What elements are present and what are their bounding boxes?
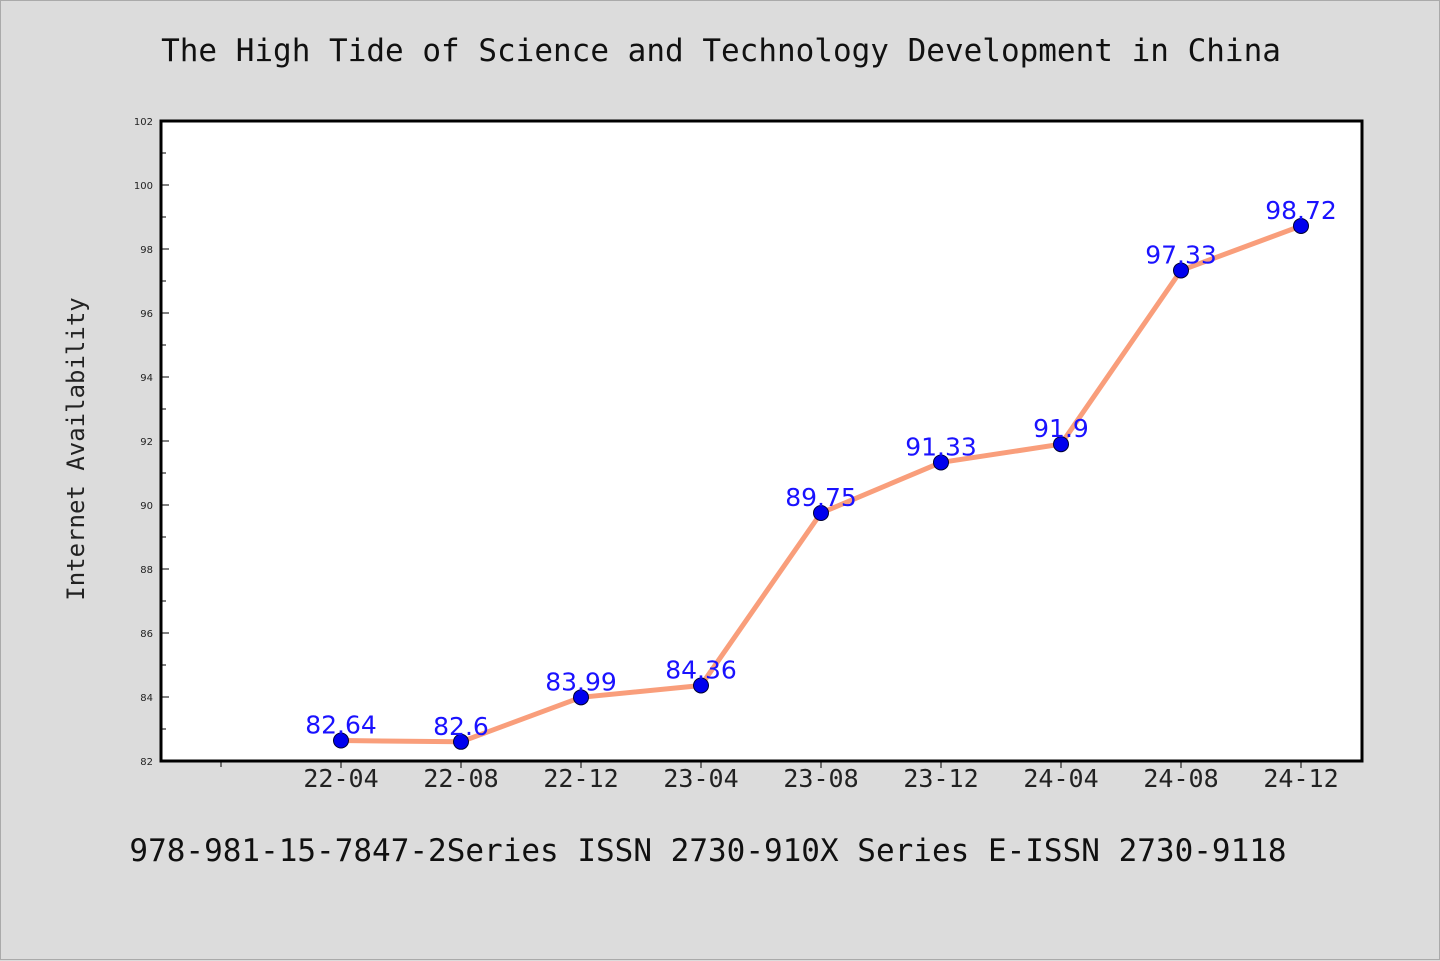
data-point [1053,436,1069,453]
data-point [453,733,469,750]
footer-text: 978-981-15-7847-2Series ISSN 2730-910X S… [129,833,1287,869]
y-tick-label: 102 [134,117,153,128]
data-label: 82.64 [305,711,377,740]
data-point [693,677,709,694]
data-label: 84.36 [665,655,737,684]
x-tick-label: 22-04 [303,764,378,793]
x-tick-label: 22-12 [543,764,618,793]
data-label: 91.9 [1033,414,1089,443]
series-layer [333,217,1309,750]
y-tick-label: 100 [134,181,153,192]
data-label: 83.99 [545,667,617,696]
data-label: 89.75 [785,483,857,512]
x-tick-label: 24-08 [1143,764,1218,793]
plot-border [159,119,1364,763]
data-label: 91.33 [905,432,977,461]
y-tick-label: 88 [140,565,153,576]
y-tick-label: 82 [140,757,153,768]
x-tick-label: 24-12 [1263,764,1338,793]
data-point [573,689,589,706]
x-tick-label: 22-08 [423,764,498,793]
x-axis: 22-04 22-08 22-12 23-04 23-08 23-12 24-04 24-08… [220,761,1339,793]
x-tick-label: 23-12 [903,764,978,793]
data-point [333,732,349,749]
data-point [933,454,949,471]
data-label: 97.33 [1145,240,1217,269]
x-tick-label: 23-04 [663,764,738,793]
y-tick-label: 86 [140,629,153,640]
data-point [1173,262,1189,279]
y-tick-label: 94 [140,373,153,384]
data-labels: 82.64 82.6 83.99 84.36 89.75 91.33 91.9 97.33 98… [305,196,1337,741]
y-tick-label: 84 [140,693,153,704]
y-tick-label: 96 [140,309,153,320]
x-tick-label: 23-08 [783,764,858,793]
y-tick-label: 98 [140,245,153,256]
data-point [1293,217,1309,234]
plot-area [161,121,1362,761]
y-tick-label: 90 [140,501,153,512]
data-label: 98.72 [1265,196,1337,225]
data-label: 82.6 [433,712,489,741]
chart-title: The High Tide of Science and Technology … [161,33,1281,69]
y-tick-label: 92 [140,437,153,448]
data-point [813,505,829,521]
x-tick-label: 24-04 [1023,764,1098,793]
